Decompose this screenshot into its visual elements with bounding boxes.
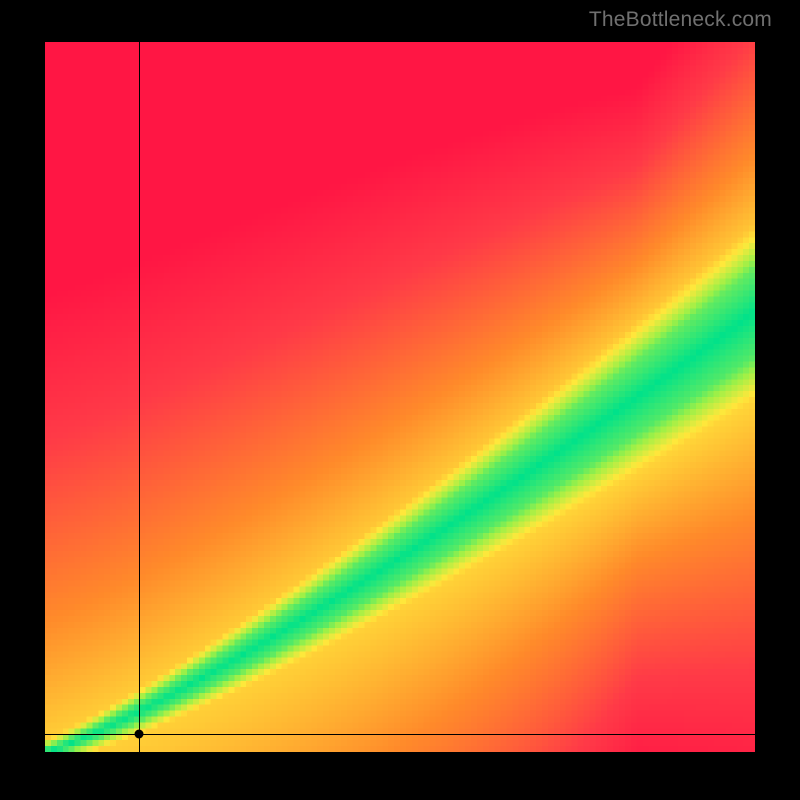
watermark-text: TheBottleneck.com: [589, 8, 772, 32]
plot-area: [45, 42, 755, 752]
crosshair-horizontal: [45, 734, 755, 735]
crosshair-vertical: [139, 42, 140, 752]
crosshair-marker-dot: [135, 730, 144, 739]
bottleneck-heatmap: [45, 42, 755, 752]
